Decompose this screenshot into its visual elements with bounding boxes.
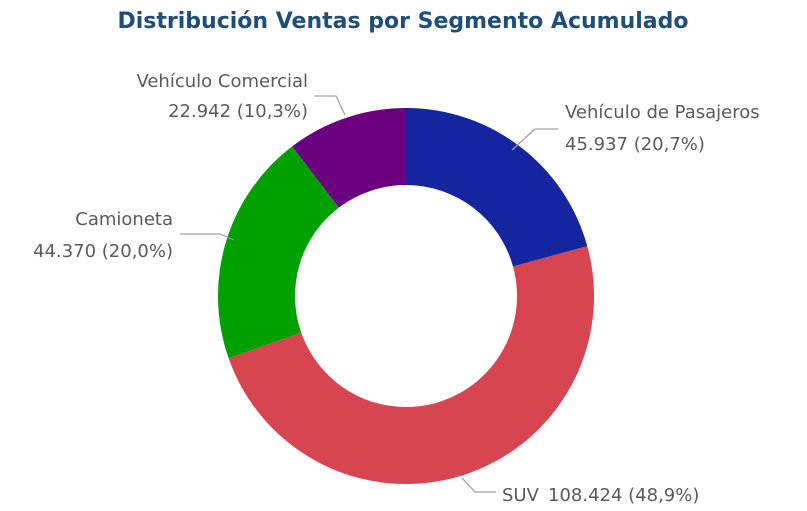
value-label: 22.942 (10,3%) bbox=[168, 101, 308, 122]
leader-line bbox=[461, 477, 496, 493]
value-label: 45.937 (20,7%) bbox=[565, 134, 705, 155]
value-label: 108.424 (48,9%) bbox=[548, 485, 699, 506]
slice-label: Vehículo de Pasajeros bbox=[565, 102, 760, 123]
leader-line bbox=[180, 233, 235, 241]
donut-slice bbox=[218, 146, 339, 359]
slice-label: SUV bbox=[502, 485, 540, 506]
chart-title: Distribución Ventas por Segmento Acumula… bbox=[117, 9, 688, 34]
leader-line bbox=[511, 128, 558, 151]
slice-label: Vehículo Comercial bbox=[136, 71, 308, 92]
donut-slice bbox=[406, 108, 588, 267]
value-label: 44.370 (20,0%) bbox=[33, 241, 173, 262]
slice-label: Camioneta bbox=[75, 209, 173, 230]
leader-line bbox=[314, 95, 346, 116]
donut-slice bbox=[292, 108, 406, 208]
donut-slice bbox=[228, 246, 594, 484]
